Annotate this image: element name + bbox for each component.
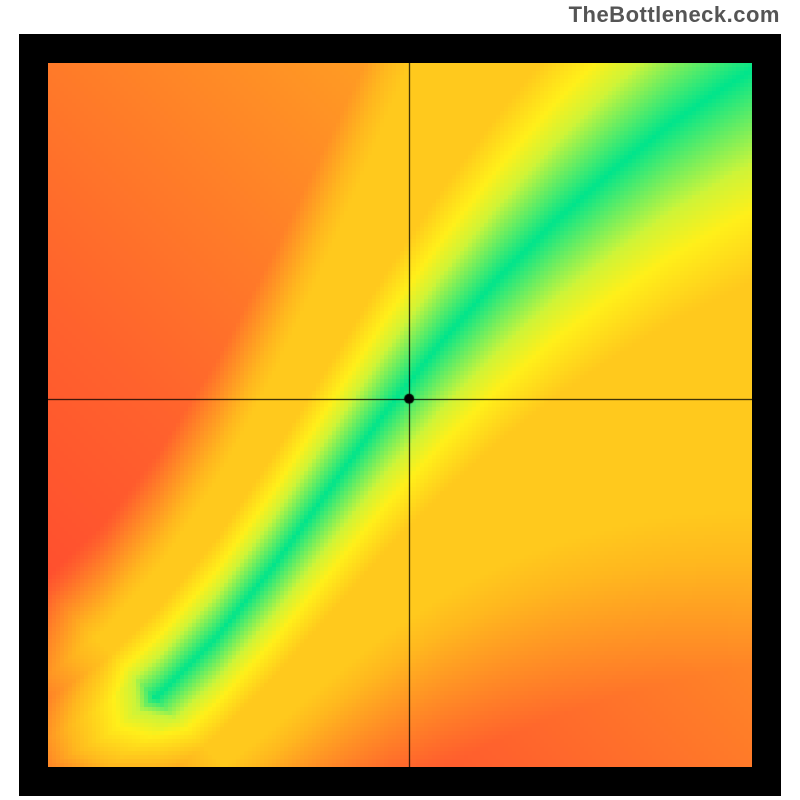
crosshair-overlay (48, 63, 752, 767)
plot-area (48, 63, 752, 767)
title-bar: TheBottleneck.com (0, 0, 800, 30)
chart-container (0, 30, 800, 800)
chart-frame (19, 34, 781, 796)
source-attribution: TheBottleneck.com (569, 2, 780, 28)
page-wrapper: TheBottleneck.com (0, 0, 800, 800)
